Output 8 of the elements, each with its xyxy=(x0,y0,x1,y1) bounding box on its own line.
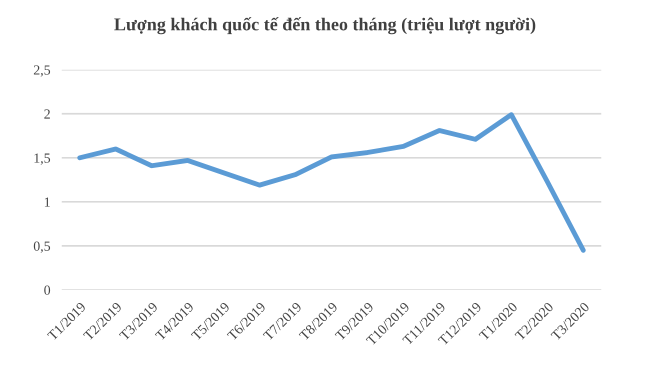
y-tick-label: 2 xyxy=(44,109,50,119)
y-tick-label: 1,5 xyxy=(34,153,50,165)
y-tick-label: 1 xyxy=(44,198,50,207)
line-series xyxy=(77,112,586,253)
y-tick-label: 2,5 xyxy=(34,65,50,77)
y-tick-label: 0 xyxy=(44,286,50,295)
chart-title: Lượng khách quốc tế đến theo tháng (triệu lượt người) xyxy=(114,17,536,34)
y-tick-label: 0,5 xyxy=(34,241,50,253)
